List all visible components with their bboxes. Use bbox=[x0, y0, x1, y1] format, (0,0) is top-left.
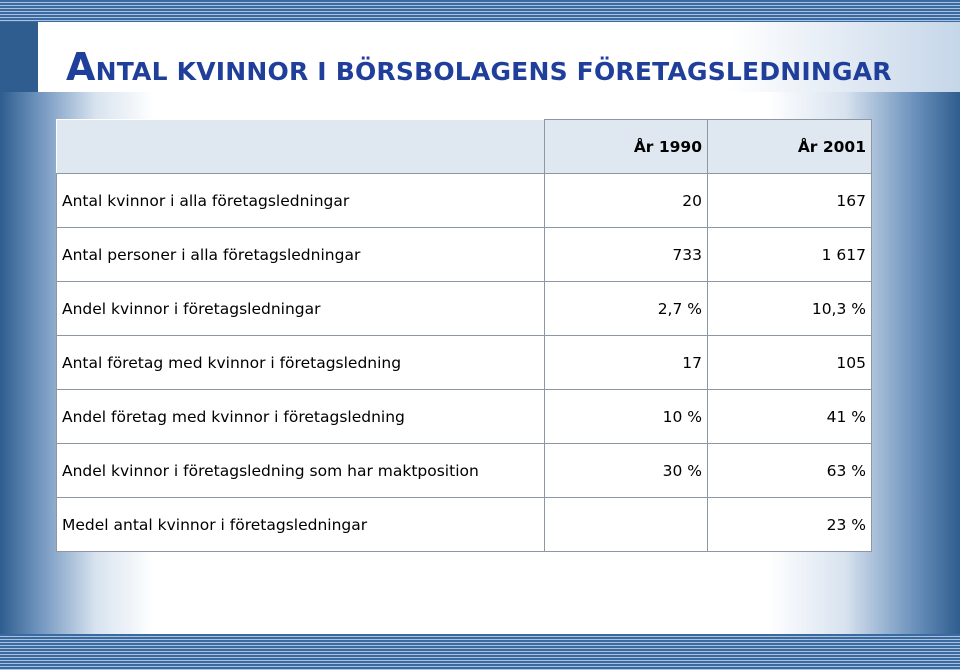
table-row: Andel kvinnor i företagsledning som har … bbox=[56, 443, 872, 498]
row-label: Andel kvinnor i företagsledningar bbox=[56, 281, 545, 336]
row-label: Andel företag med kvinnor i företagsledn… bbox=[56, 389, 545, 444]
value-1990: 10 % bbox=[544, 389, 708, 444]
table-row: Medel antal kvinnor i företagsledningar … bbox=[56, 497, 872, 552]
top-stripes bbox=[0, 0, 960, 22]
table-row: Andel företag med kvinnor i företagsledn… bbox=[56, 389, 872, 444]
table-row: Andel kvinnor i företagsledningar 2,7 % … bbox=[56, 281, 872, 336]
table-row: Antal personer i alla företagsledningar … bbox=[56, 227, 872, 282]
value-2001: 105 bbox=[707, 335, 872, 390]
statistics-table: År 1990 År 2001 Antal kvinnor i alla för… bbox=[56, 119, 872, 552]
column-header-1990: År 1990 bbox=[544, 119, 708, 174]
header-corner bbox=[56, 119, 545, 174]
row-label: Antal företag med kvinnor i företagsledn… bbox=[56, 335, 545, 390]
row-label: Antal kvinnor i alla företagsledningar bbox=[56, 173, 545, 228]
value-1990: 733 bbox=[544, 227, 708, 282]
value-2001: 23 % bbox=[707, 497, 872, 552]
value-2001: 1 617 bbox=[707, 227, 872, 282]
value-1990: 17 bbox=[544, 335, 708, 390]
title-band bbox=[38, 22, 960, 92]
table-row: Antal kvinnor i alla företagsledningar 2… bbox=[56, 173, 872, 228]
row-label: Andel kvinnor i företagsledning som har … bbox=[56, 443, 545, 498]
value-2001: 63 % bbox=[707, 443, 872, 498]
value-1990: 30 % bbox=[544, 443, 708, 498]
bottom-stripes bbox=[0, 634, 960, 670]
row-label: Medel antal kvinnor i företagsledningar bbox=[56, 497, 545, 552]
table-header-row: År 1990 År 2001 bbox=[56, 119, 872, 174]
column-header-2001: År 2001 bbox=[707, 119, 872, 174]
value-1990 bbox=[544, 497, 708, 552]
row-label: Antal personer i alla företagsledningar bbox=[56, 227, 545, 282]
value-1990: 20 bbox=[544, 173, 708, 228]
value-2001: 167 bbox=[707, 173, 872, 228]
table-row: Antal företag med kvinnor i företagsledn… bbox=[56, 335, 872, 390]
page-title: ANTAL KVINNOR I BÖRSBOLAGENS FÖRETAGSLED… bbox=[66, 45, 892, 89]
value-2001: 41 % bbox=[707, 389, 872, 444]
value-1990: 2,7 % bbox=[544, 281, 708, 336]
value-2001: 10,3 % bbox=[707, 281, 872, 336]
